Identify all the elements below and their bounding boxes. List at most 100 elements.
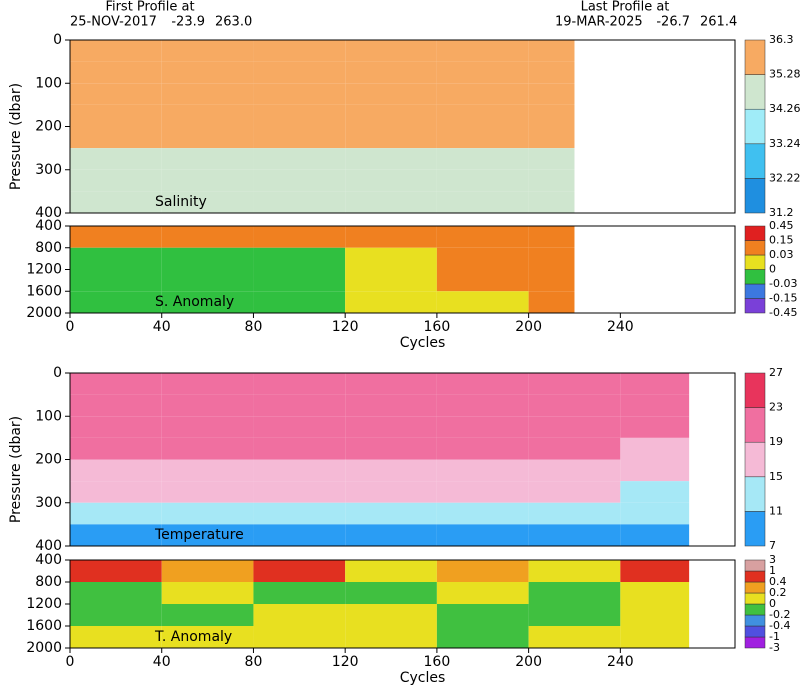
cell (436, 61, 529, 84)
colorbar-label: -0.4 (769, 619, 790, 632)
colorbar-label: -3 (769, 641, 780, 654)
cell (161, 169, 254, 192)
last-lat: -26.7 (656, 15, 690, 30)
cell (528, 626, 621, 648)
colorbar-label: 0.15 (769, 234, 794, 247)
y-tick-label: 100 (35, 408, 62, 424)
cell (161, 437, 254, 460)
cell (70, 502, 162, 525)
colorbar-label: 34.26 (769, 102, 800, 115)
x-tick-label: 160 (424, 319, 451, 335)
cell (70, 373, 162, 395)
cell (70, 83, 162, 105)
colorbar-label: 33.24 (769, 137, 800, 150)
colorbar-swatch (744, 441, 766, 478)
y-tick-label: 400 (35, 538, 62, 554)
y-tick-label: 0 (53, 32, 62, 48)
cell (528, 40, 575, 62)
cell (70, 626, 162, 648)
cell (253, 502, 346, 525)
cell (253, 394, 346, 417)
y-tick-label: 1200 (26, 596, 62, 612)
y-tick-label: 100 (35, 75, 62, 91)
cell (70, 247, 162, 270)
cell (161, 502, 254, 525)
y-tick-label: 1200 (26, 262, 62, 278)
x-tick-label: 200 (515, 654, 542, 670)
colorbar-swatch (744, 178, 766, 214)
y-tick-label: 1600 (26, 618, 62, 634)
colorbar-swatch (744, 614, 766, 627)
cell (253, 148, 346, 170)
cell (161, 416, 254, 438)
cell (253, 126, 346, 149)
first-lat: -23.9 (171, 15, 205, 30)
cell (620, 481, 690, 503)
panel-label: Salinity (155, 194, 207, 210)
cell (70, 104, 162, 127)
cell (528, 61, 575, 84)
colorbar-swatch (744, 225, 766, 241)
y-axis-label: Pressure (dbar) (8, 83, 24, 190)
cell (528, 247, 575, 270)
colorbar-swatch (744, 269, 766, 285)
colorbar-swatch (744, 476, 766, 512)
cell (345, 582, 437, 604)
cell (620, 626, 690, 648)
x-axis-label: Cycles (400, 335, 446, 351)
cell (253, 459, 346, 482)
colorbar-label: -0.2 (769, 608, 790, 621)
colorbar-swatch (744, 625, 766, 638)
cell (253, 481, 346, 503)
cell (253, 247, 346, 270)
cell (161, 40, 254, 62)
cell (253, 373, 346, 395)
y-tick-label: 800 (35, 574, 62, 590)
x-tick-label: 0 (66, 319, 75, 335)
cell (528, 373, 621, 395)
cell (345, 373, 437, 395)
last-lon: 261.4 (700, 15, 737, 30)
cell (436, 83, 529, 105)
colorbar-swatch (744, 143, 766, 179)
cell (345, 169, 437, 192)
colorbar-swatch (744, 372, 766, 408)
cell (436, 269, 529, 292)
colorbar-label: -0.03 (769, 277, 797, 290)
x-tick-label: 120 (332, 654, 359, 670)
cell (161, 191, 254, 213)
colorbar-swatch (744, 592, 766, 605)
y-tick-label: 400 (35, 218, 62, 234)
x-tick-label: 80 (245, 319, 263, 335)
cell (436, 169, 529, 192)
cell (253, 291, 346, 313)
last-date: 19-MAR-2025 (555, 15, 643, 30)
cell (70, 148, 162, 170)
colorbar-label: 11 (769, 504, 783, 517)
cell (436, 437, 529, 460)
x-tick-label: 200 (515, 319, 542, 335)
x-tick-label: 40 (153, 319, 171, 335)
cell (345, 459, 437, 482)
cell (70, 169, 162, 192)
panel-label: S. Anomaly (155, 294, 234, 310)
cell (161, 459, 254, 482)
cell (345, 291, 437, 313)
cell (253, 416, 346, 438)
colorbar-label: 31.2 (769, 206, 794, 219)
cell (253, 191, 346, 213)
colorbar-swatch (744, 636, 766, 649)
cell (528, 191, 575, 213)
cell (528, 502, 621, 525)
cell (345, 247, 437, 270)
cell (161, 126, 254, 149)
y-tick-label: 2000 (26, 640, 62, 656)
cell (70, 437, 162, 460)
cell (436, 560, 529, 582)
cell (345, 604, 437, 626)
cell (345, 148, 437, 170)
cell (70, 269, 162, 292)
cell (253, 626, 346, 648)
y-tick-label: 300 (35, 162, 62, 178)
cell (161, 524, 254, 546)
